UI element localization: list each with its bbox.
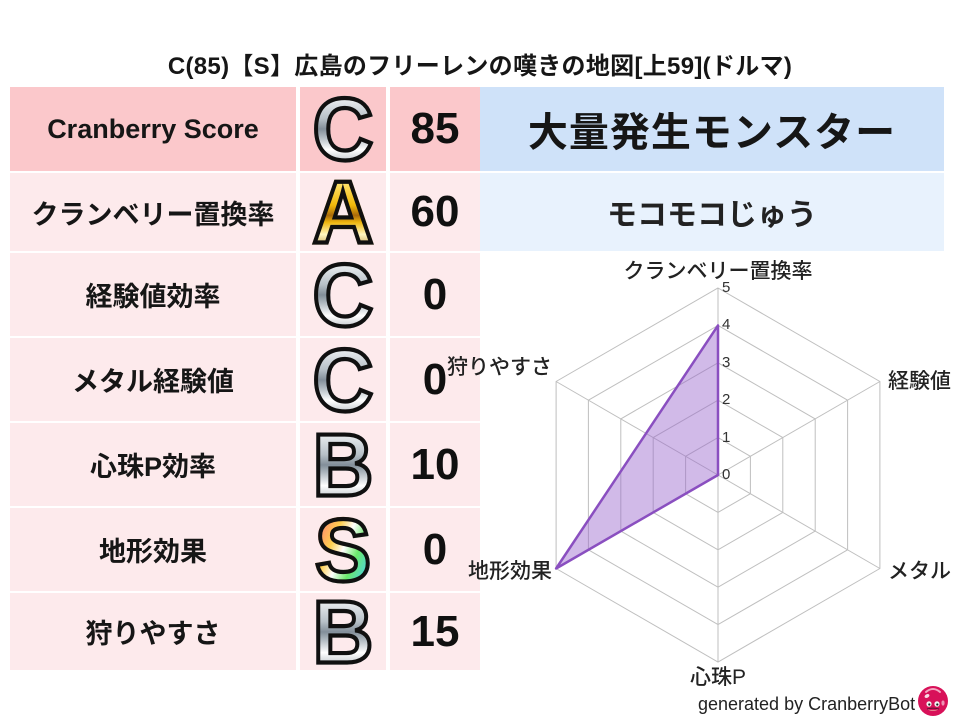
svg-text:心珠P: 心珠P: [690, 666, 746, 689]
svg-text:狩りやすさ: 狩りやすさ: [447, 356, 552, 379]
svg-text:クランベリー置換率: クランベリー置換率: [624, 260, 813, 283]
svg-text:2: 2: [722, 391, 730, 408]
svg-text:地形効果: 地形効果: [468, 560, 552, 583]
svg-text:1: 1: [722, 429, 730, 446]
svg-text:メタル: メタル: [888, 560, 951, 583]
svg-text:4: 4: [722, 316, 730, 333]
svg-text:経験値: 経験値: [888, 370, 951, 393]
svg-text:0: 0: [722, 466, 730, 483]
svg-text:3: 3: [722, 354, 730, 371]
